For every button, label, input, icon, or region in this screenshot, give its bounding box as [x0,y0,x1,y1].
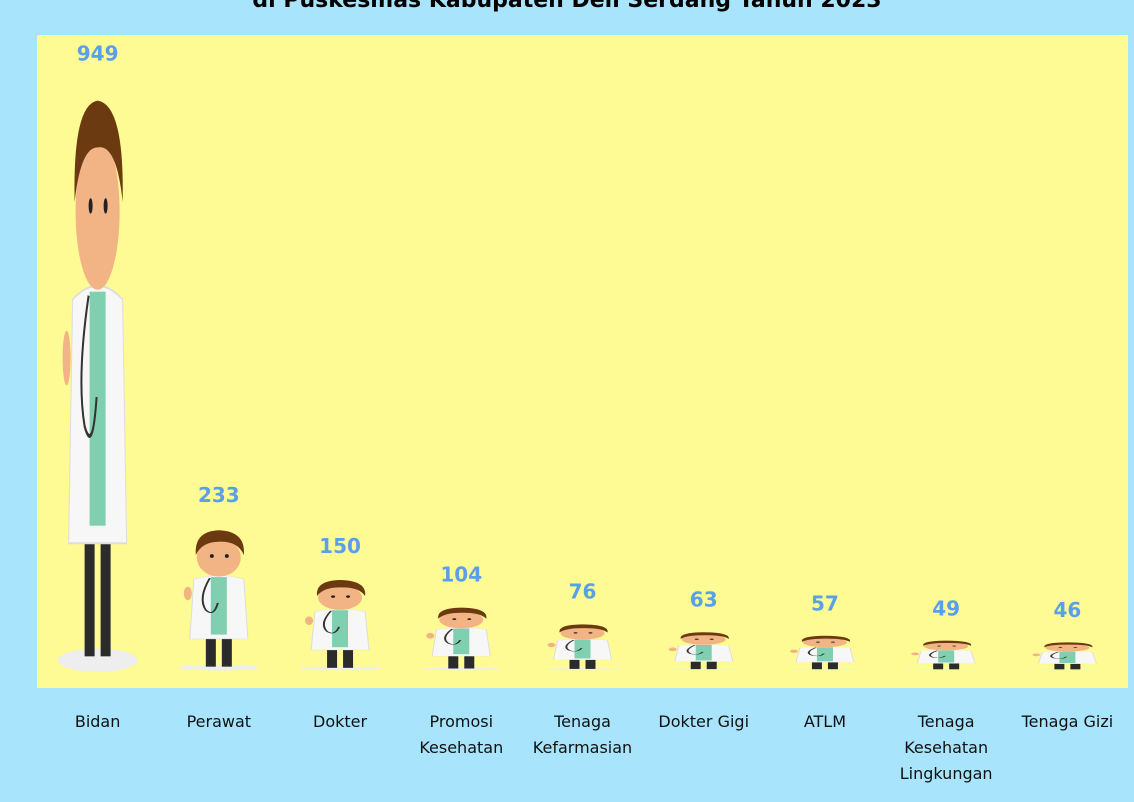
eye [467,618,471,620]
eye [331,595,335,597]
eye [1073,647,1077,648]
value-label: 233 [198,483,240,507]
shirt [453,629,469,655]
eye [104,198,108,214]
x-tick-label: Tenaga Gizi [1021,712,1114,731]
shirt [696,645,712,661]
eye [210,554,214,558]
shadow [906,669,986,670]
x-tick-label: Dokter Gigi [658,712,749,731]
arm [911,652,919,655]
shadow [543,668,623,670]
x-tick-label: Dokter [313,712,367,731]
shadow [1027,669,1107,670]
shadow [664,669,744,671]
value-label: 150 [319,534,361,558]
value-label: 57 [811,591,839,615]
x-tick-label: ATLM [804,712,846,731]
chart-title: di Puskesmas Kabupaten Deli Serdang Tahu… [252,0,881,13]
arm [548,643,556,647]
eye [816,642,820,643]
shadow [421,668,501,671]
eye [574,632,578,633]
eye [589,632,593,633]
eye [937,646,941,647]
shirt [817,647,833,661]
value-label: 49 [932,596,960,620]
eye [452,618,456,620]
value-label: 949 [77,42,119,66]
value-label: 76 [569,580,597,604]
arm [669,647,677,651]
shadow [179,665,259,671]
x-tick-label: Bidan [75,712,121,731]
shirt [1059,652,1075,663]
arm [790,650,798,653]
eye [346,595,350,597]
x-tick-label: Perawat [187,712,251,731]
eye [1058,647,1062,648]
arm [63,331,71,386]
eye [225,554,229,558]
arm [305,616,313,625]
eye [710,639,714,640]
eye [695,639,699,640]
arm [184,587,192,600]
chart: di Puskesmas Kabupaten Deli Serdang Tahu… [0,0,1134,802]
shirt [575,640,591,659]
arm [426,633,434,639]
eye [89,198,93,214]
eye [831,642,835,643]
value-label: 63 [690,588,718,612]
value-label: 104 [440,562,482,586]
shirt [90,292,106,526]
arm [1032,654,1040,657]
shirt [938,650,954,662]
shirt [211,577,227,634]
shirt [332,610,348,647]
eye [952,646,956,647]
shadow [300,667,380,671]
page: {"chart_data": {"type": "pictograph", "t… [0,0,1134,802]
shadow [785,669,865,670]
value-label: 46 [1053,598,1081,622]
shadow [58,649,138,672]
